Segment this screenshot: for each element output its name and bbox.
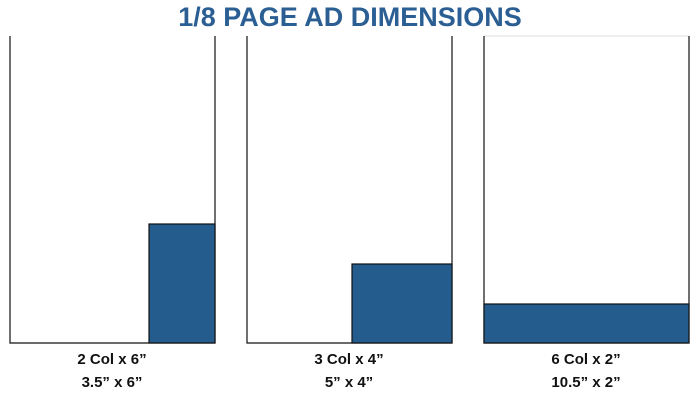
panel-1: 2 Col x 6” 3.5” x 6” [9,36,216,391]
label-columns: 2 Col x 6” [77,351,146,368]
frame [483,36,690,344]
frame [9,36,216,344]
label-inches: 3.5” x 6” [82,374,143,391]
label-inches: 5” x 4” [325,374,373,391]
panel-2: 3 Col x 4” 5” x 4” [246,36,453,391]
label-columns: 6 Col x 2” [551,351,620,368]
panel-3: 6 Col x 2” 10.5” x 2” [483,35,690,391]
label-columns: 3 Col x 4” [314,351,383,368]
label-inches: 10.5” x 2” [551,374,620,391]
ad-area [351,263,453,344]
ad-area [148,223,216,344]
title: 1/8 PAGE AD DIMENSIONS [178,2,522,32]
frame [246,36,453,344]
ad-area [483,303,690,344]
